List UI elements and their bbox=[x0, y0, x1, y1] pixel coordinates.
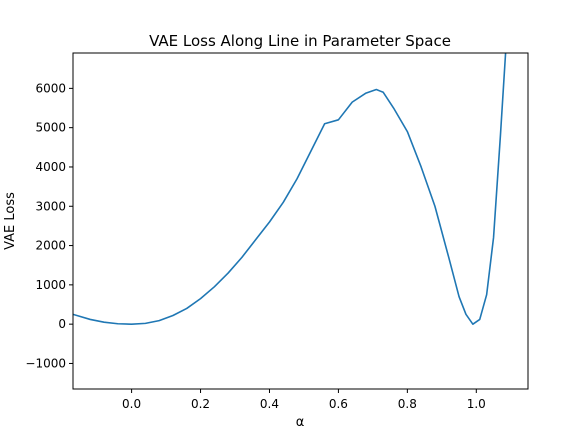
x-axis-label: α bbox=[296, 415, 305, 430]
y-tick-label: −1000 bbox=[25, 356, 66, 370]
plot-area bbox=[73, 53, 507, 325]
y-tick-label: 4000 bbox=[35, 160, 66, 174]
x-tick-label: 0.4 bbox=[260, 397, 279, 411]
y-tick-label: 2000 bbox=[35, 239, 66, 253]
x-tick-label: 1.0 bbox=[467, 397, 486, 411]
chart-title: VAE Loss Along Line in Parameter Space bbox=[149, 32, 451, 50]
x-tick-label: 0.2 bbox=[191, 397, 210, 411]
y-tick-label: 0 bbox=[58, 317, 66, 331]
y-tick-label: 5000 bbox=[35, 121, 66, 135]
axes-frame bbox=[72, 52, 529, 390]
y-tick-label: 1000 bbox=[35, 278, 66, 292]
x-tick-label: 0.0 bbox=[122, 397, 141, 411]
x-tick-label: 0.6 bbox=[329, 397, 348, 411]
y-tick-label: 6000 bbox=[35, 81, 66, 95]
x-tick-label: 0.8 bbox=[398, 397, 417, 411]
series-line-0 bbox=[73, 53, 507, 325]
y-axis-label: VAE Loss bbox=[3, 192, 18, 250]
y-tick-label: 3000 bbox=[35, 199, 66, 213]
axis-ticks: 0.0 0.2 0.4 0.6 0.8 1.0 −1000 0 1000 2000 3000 4000… bbox=[25, 81, 485, 411]
